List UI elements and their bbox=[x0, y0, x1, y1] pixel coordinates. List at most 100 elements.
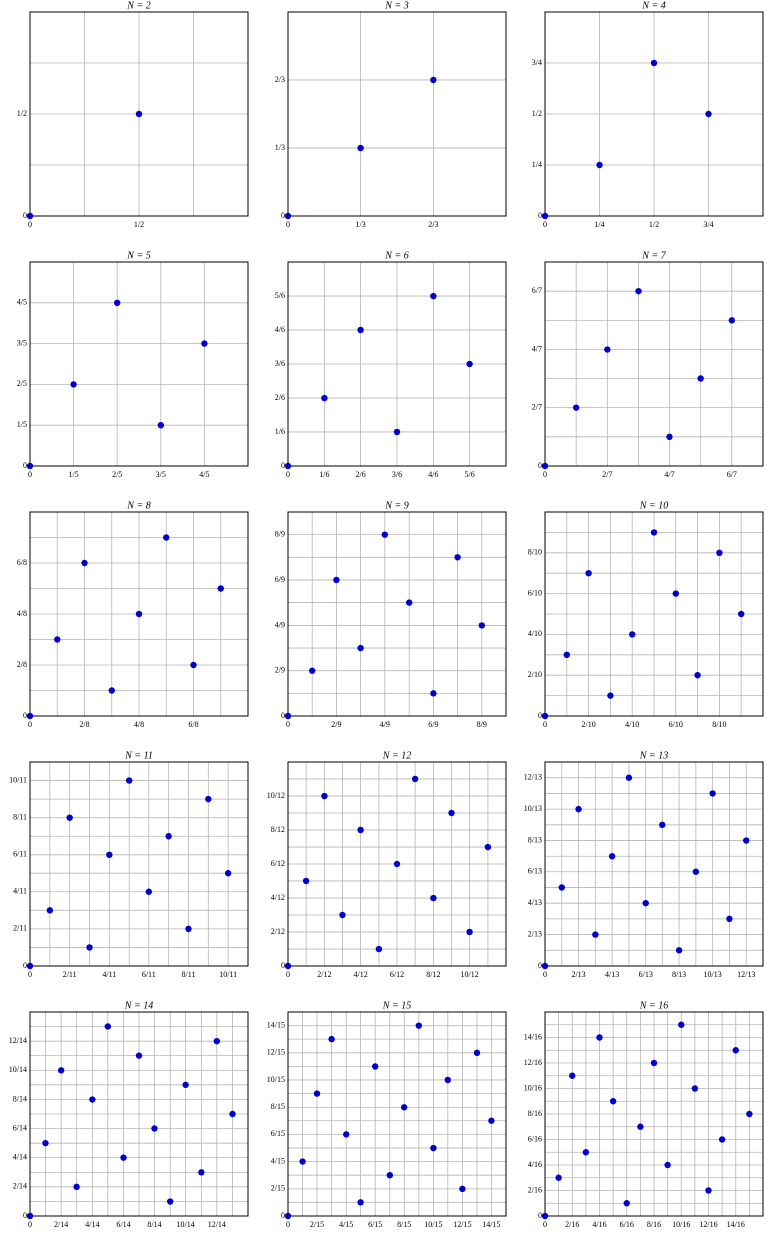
point bbox=[738, 610, 745, 618]
point bbox=[26, 712, 34, 720]
point bbox=[66, 814, 73, 821]
x-tick-label: 3/6 bbox=[392, 470, 402, 479]
plot-frame bbox=[544, 761, 764, 967]
x-tick-label: 0 bbox=[28, 720, 32, 729]
point bbox=[190, 661, 197, 669]
point bbox=[659, 821, 666, 829]
y-tick-label: 0 bbox=[538, 711, 542, 720]
y-tick-label: 8/16 bbox=[528, 1109, 542, 1118]
y-tick-label: 0 bbox=[23, 961, 27, 970]
x-tick-label: 5/6 bbox=[464, 470, 474, 479]
point bbox=[430, 1144, 437, 1152]
point bbox=[357, 644, 364, 652]
x-tick-label: 12/16 bbox=[699, 1220, 717, 1229]
x-tick-label: 3/5 bbox=[156, 470, 166, 479]
y-tick-label: 2/11 bbox=[13, 924, 27, 933]
point bbox=[541, 462, 549, 470]
point bbox=[608, 853, 616, 860]
point bbox=[541, 962, 549, 970]
x-tick-label: 6/16 bbox=[620, 1220, 634, 1229]
point bbox=[357, 144, 364, 152]
y-tick-label: 4/8 bbox=[17, 609, 27, 618]
y-tick-label: 2/14 bbox=[13, 1182, 27, 1191]
plot-frame bbox=[29, 761, 249, 967]
point bbox=[705, 110, 712, 118]
x-tick-label: 0 bbox=[286, 720, 290, 729]
x-tick-label: 6/13 bbox=[639, 970, 653, 979]
x-tick-label: 2/12 bbox=[317, 970, 331, 979]
x-tick-label: 0 bbox=[543, 220, 547, 229]
chart-title: N = 12 bbox=[382, 750, 411, 761]
plot-area bbox=[288, 12, 506, 216]
plot-frame bbox=[544, 1011, 764, 1217]
y-tick-label: 2/5 bbox=[17, 379, 27, 388]
point bbox=[381, 531, 388, 538]
x-tick-label: 2/5 bbox=[112, 470, 122, 479]
y-tick-label: 1/3 bbox=[275, 143, 285, 152]
point bbox=[229, 1110, 236, 1118]
y-tick-label: 8/15 bbox=[271, 1102, 285, 1111]
y-tick-label: 0 bbox=[538, 211, 542, 220]
y-tick-label: 4/5 bbox=[17, 298, 27, 307]
x-tick-label: 10/15 bbox=[424, 1220, 442, 1229]
y-tick-label: 6/9 bbox=[275, 575, 285, 584]
chart-title: N = 15 bbox=[382, 1000, 411, 1011]
y-tick-label: 1/6 bbox=[275, 427, 285, 436]
plot-area bbox=[288, 512, 506, 716]
point bbox=[415, 1022, 422, 1029]
x-tick-label: 0 bbox=[543, 470, 547, 479]
subplot: 0 2/16 4/16 6/16 8/16 10/16 12/16 14/16 0 2/16 4/1… bbox=[524, 1000, 764, 1229]
point bbox=[541, 1212, 549, 1220]
point bbox=[541, 212, 549, 220]
chart-title: N = 8 bbox=[126, 500, 150, 511]
y-tick-label: 10/14 bbox=[9, 1065, 27, 1074]
x-tick-label: 4/12 bbox=[353, 970, 367, 979]
plot-frame bbox=[287, 11, 507, 217]
point bbox=[563, 651, 570, 658]
point bbox=[205, 795, 212, 803]
point bbox=[691, 1085, 699, 1092]
point bbox=[675, 947, 683, 954]
x-tick-label: 2/10 bbox=[581, 720, 595, 729]
point bbox=[299, 1158, 306, 1165]
y-tick-label: 4/15 bbox=[271, 1156, 285, 1165]
point bbox=[478, 622, 486, 629]
point bbox=[694, 672, 701, 679]
subplot: 0 2/14 4/14 6/14 8/14 10/14 12/14 0 2/14 4/14 6/14… bbox=[9, 1000, 249, 1229]
point bbox=[46, 907, 54, 914]
chart-title: N = 7 bbox=[641, 250, 666, 261]
y-tick-label: 1/2 bbox=[532, 109, 542, 118]
point bbox=[201, 340, 208, 347]
x-tick-label: 14/15 bbox=[482, 1220, 500, 1229]
point bbox=[73, 1183, 80, 1191]
y-tick-label: 2/10 bbox=[528, 670, 542, 679]
x-tick-label: 4/13 bbox=[605, 970, 619, 979]
point bbox=[454, 554, 461, 561]
subplot: 0 2/9 4/9 6/9 8/9 0 2/9 4/9 6/9 8/9 N = 9 bbox=[275, 500, 507, 729]
point bbox=[716, 549, 723, 556]
x-tick-label: 4/10 bbox=[625, 720, 639, 729]
point bbox=[157, 422, 164, 429]
subplot: 0 2/11 4/11 6/11 8/11 10/11 0 2/11 4/11 6/11 8/11 1… bbox=[9, 750, 249, 979]
y-tick-label: 6/8 bbox=[17, 558, 27, 567]
point bbox=[321, 792, 328, 800]
x-tick-label: 0 bbox=[28, 1220, 32, 1229]
plot-frame bbox=[29, 11, 249, 217]
y-tick-label: 12/13 bbox=[524, 773, 542, 782]
point bbox=[664, 1161, 671, 1169]
point bbox=[125, 777, 133, 784]
x-tick-label: 4/6 bbox=[428, 470, 438, 479]
point bbox=[339, 911, 346, 919]
point bbox=[357, 826, 364, 834]
point bbox=[629, 631, 636, 638]
subplot: 0 1/6 2/6 3/6 4/6 5/6 0 1/6 2/6 3/6 4/6 5/6 N = 6 bbox=[275, 250, 507, 479]
y-tick-label: 1/5 bbox=[17, 420, 27, 429]
point bbox=[284, 1212, 292, 1220]
x-tick-label: 1/2 bbox=[649, 220, 659, 229]
y-tick-label: 4/12 bbox=[271, 893, 285, 902]
point bbox=[224, 869, 232, 877]
y-tick-label: 8/10 bbox=[528, 548, 542, 557]
point bbox=[642, 899, 649, 907]
x-tick-label: 2/9 bbox=[331, 720, 341, 729]
y-tick-label: 10/12 bbox=[267, 791, 285, 800]
